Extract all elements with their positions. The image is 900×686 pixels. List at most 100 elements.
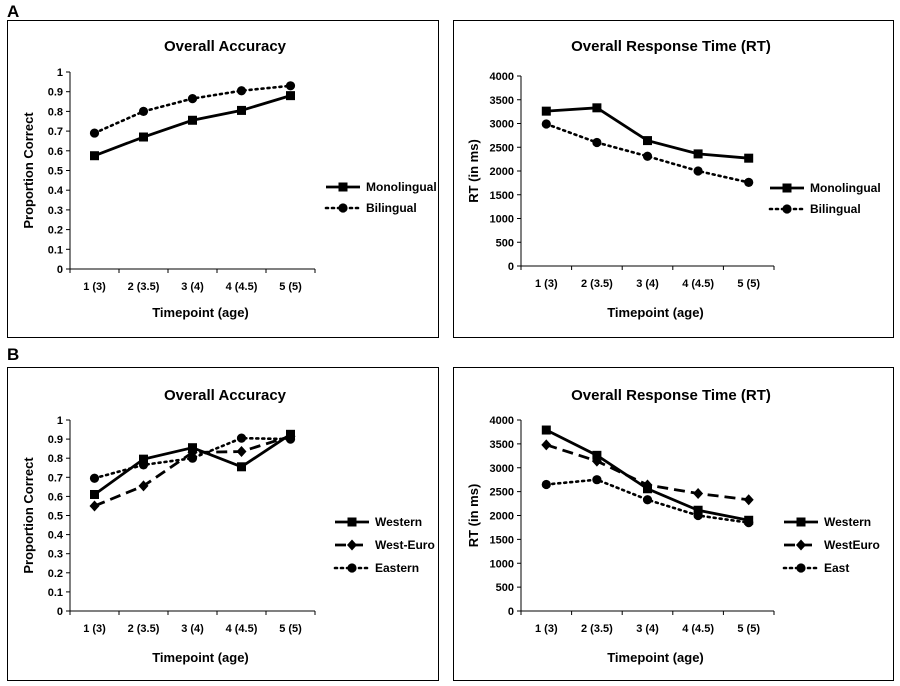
y-tick-label: 0.2: [48, 568, 63, 580]
y-tick-label: 2000: [490, 511, 514, 523]
x-tick-label: 4 (4.5): [226, 281, 258, 293]
y-tick-label: 2000: [490, 166, 514, 178]
data-point-marker: [592, 137, 602, 148]
y-tick-label: 4000: [490, 415, 514, 427]
series-line: [546, 106, 749, 160]
x-tick-label: 2 (3.5): [581, 278, 613, 290]
series-line: [94, 94, 291, 158]
data-point-marker: [642, 495, 653, 505]
y-tick-label: 4000: [490, 71, 514, 83]
x-axis-label: Timepoint (age): [152, 650, 249, 665]
y-tick-label: 3000: [490, 119, 514, 131]
series-line: [93, 436, 292, 480]
y-tick-label: 500: [496, 237, 514, 249]
y-tick-label: 0.6: [48, 491, 63, 503]
data-point-marker: [541, 439, 552, 451]
data-point-marker: [139, 454, 148, 464]
chart-title: Overall Response Time (RT): [571, 38, 771, 55]
data-point-marker: [237, 105, 246, 115]
data-point-marker: [285, 81, 296, 91]
data-point-marker: [693, 505, 703, 515]
y-tick-label: 0.4: [48, 530, 64, 542]
data-point-marker: [642, 151, 653, 161]
chart-svg: Overall Accuracy 0 0.1 0.2 0.3 0.4 0.5 0.6 0.7 0.…: [21, 38, 437, 320]
legend-label: WestEuro: [824, 538, 880, 552]
y-axis-label: RT (in ms): [466, 139, 481, 203]
x-tick-label: 2 (3.5): [128, 281, 160, 293]
legend-marker: [347, 517, 357, 527]
chart-title: Overall Accuracy: [164, 38, 287, 55]
data-point-marker: [286, 91, 295, 101]
data-point-marker: [188, 115, 197, 125]
y-axis-label: RT (in ms): [466, 484, 481, 548]
series-east: [541, 475, 754, 528]
data-point-marker: [744, 518, 754, 528]
y-tick-label: 0.8: [48, 453, 63, 465]
series-monolingual: [90, 91, 295, 161]
data-point-marker: [89, 128, 100, 138]
x-axis-label: Timepoint (age): [607, 650, 704, 665]
legend-entry: East: [782, 561, 849, 575]
data-point-marker: [541, 119, 551, 129]
data-point-marker: [693, 149, 703, 159]
data-point-marker: [236, 433, 247, 443]
data-point-marker: [744, 177, 754, 187]
series-line: [545, 428, 749, 522]
legend-marker: [347, 563, 357, 573]
y-tick-label: 0.5: [48, 511, 63, 523]
series-western: [90, 429, 295, 499]
y-tick-label: 0: [57, 606, 63, 618]
legend-marker: [796, 517, 806, 527]
x-tick-label: 1 (3): [83, 623, 106, 635]
data-point-marker: [693, 166, 703, 176]
legend-marker: [796, 539, 806, 551]
chart-accuracy-language: Overall Accuracy 0 0.1 0.2 0.3 0.4 0.5 0.6 0.7 0.…: [7, 20, 439, 338]
legend-label: Western: [375, 515, 422, 529]
legend-label: Eastern: [375, 561, 419, 575]
y-tick-label: 3500: [490, 95, 514, 107]
chart-svg: Overall Response Time (RT) 0 500 1000 1500 20…: [466, 38, 881, 320]
series-line: [93, 84, 292, 135]
data-point-marker: [236, 86, 247, 96]
y-tick-label: 0: [508, 606, 514, 618]
panel-label-a: A: [7, 2, 20, 21]
data-point-marker: [591, 455, 602, 467]
y-tick-label: 1000: [490, 214, 514, 226]
data-point-marker: [139, 132, 148, 142]
x-tick-label: 5 (5): [737, 623, 760, 635]
y-tick-label: 500: [496, 582, 514, 594]
data-point-marker: [90, 151, 99, 161]
x-tick-label: 5 (5): [279, 623, 302, 635]
x-tick-label: 4 (4.5): [682, 278, 714, 290]
data-point-marker: [138, 480, 149, 492]
chart-accuracy-region: Overall Accuracy 0 0.1 0.2 0.3 0.4 0.5 0.6 0.7 0.…: [7, 367, 439, 681]
y-tick-label: 1500: [490, 534, 514, 546]
legend-label: Monolingual: [810, 181, 881, 195]
y-tick-label: 0.4: [48, 185, 64, 197]
data-point-marker: [693, 510, 703, 521]
chart-rt-region: Overall Response Time (RT) 0 500 1000 1500 20…: [453, 367, 894, 681]
legend-marker: [347, 539, 357, 551]
data-point-marker: [743, 494, 754, 506]
data-point-marker: [744, 153, 754, 163]
y-tick-label: 0.8: [48, 106, 63, 118]
legend-entry: WestEuro: [784, 538, 880, 552]
y-tick-label: 0.3: [48, 549, 63, 561]
legend-label: East: [824, 561, 849, 575]
y-tick-label: 0.5: [48, 166, 63, 178]
legend-label: Bilingual: [366, 201, 417, 215]
data-point-marker: [236, 446, 247, 458]
legend-label: Western: [824, 515, 871, 529]
y-tick-label: 1: [57, 67, 63, 79]
y-tick-label: 1: [57, 415, 63, 427]
x-tick-label: 4 (4.5): [226, 623, 258, 635]
y-tick-label: 2500: [490, 142, 514, 154]
legend-label: Monolingual: [366, 180, 437, 194]
data-point-marker: [642, 479, 653, 491]
series-line: [545, 122, 751, 184]
chart-svg: Overall Response Time (RT) 0 500 1000 1500 20…: [466, 387, 880, 665]
series-eastern: [89, 433, 296, 483]
data-point-marker: [90, 489, 99, 499]
legend-entry: Eastern: [333, 561, 419, 575]
x-tick-label: 3 (4): [181, 623, 204, 635]
